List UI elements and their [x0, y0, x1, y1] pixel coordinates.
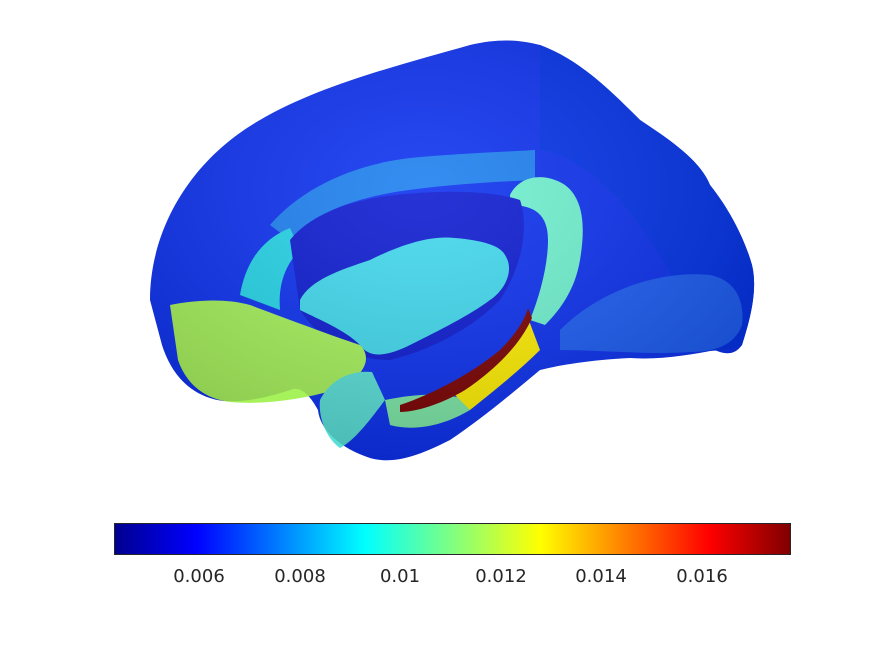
colorbar: [114, 523, 791, 555]
colorbar-tick-label: 0.008: [274, 566, 326, 587]
colorbar-gradient: [115, 524, 790, 554]
colorbar-tick-label: 0.01: [379, 566, 421, 587]
surface-shading: [150, 40, 755, 461]
colorbar-tick-label: 0.006: [173, 566, 225, 587]
colorbar-tick-label: 0.014: [575, 566, 627, 587]
colorbar-tick-label: 0.012: [475, 566, 527, 587]
colorbar-tick-label: 0.016: [676, 566, 728, 587]
